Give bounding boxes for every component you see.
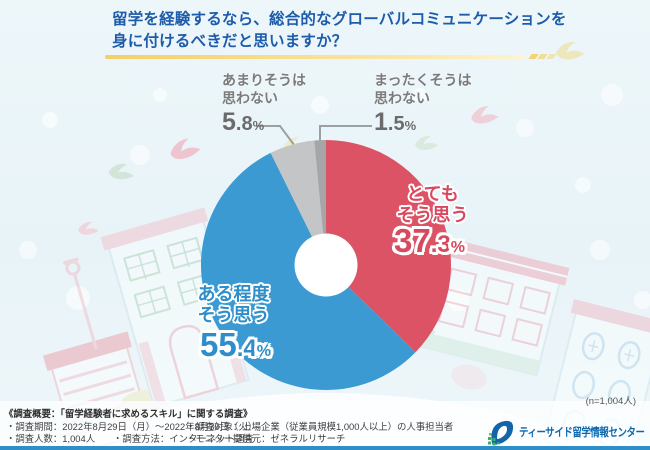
callout-very-label: とても そう思う — [396, 184, 469, 226]
title-line-2: 身に付けるべきだと思いますか？ — [112, 32, 348, 50]
brand-logo-text: ティーサイド留学情報センター — [519, 427, 645, 439]
survey-method: ・調査方法：インターネット調査 — [113, 433, 254, 444]
bottom-accent-line — [0, 446, 650, 450]
survey-overview: 《調査概要：「留学経験者に求めるスキル」に関する調査》 — [4, 408, 253, 419]
survey-period: ・調査期間：2022年8月29日（月）～2022年8月30日（火） — [6, 421, 258, 432]
pie-slice-0 — [326, 140, 451, 353]
callout-somewhat-value: 55.4% — [200, 326, 271, 363]
pie-slice-2 — [270, 140, 326, 265]
survey-monitor: ・モニター提供元：ゼネラルリサーチ — [186, 433, 346, 444]
callout-not-really-value: 5.8% — [222, 108, 265, 136]
callout-somewhat-label: ある程度 そう思う — [197, 284, 270, 326]
callout-not-at-all-label: まったくそうは 思わない — [374, 72, 472, 106]
brand-logo-icon — [488, 420, 514, 446]
callout-very-value: 37.3% — [394, 222, 465, 259]
sample-size-label: (n=1,004人) — [585, 396, 636, 407]
survey-count: ・調査人数：1,004人 — [6, 433, 96, 444]
callout-not-really-label: あまりそうは 思わない — [222, 72, 306, 106]
title-underline — [105, 55, 525, 59]
callout-not-at-all-value: 1.5% — [374, 108, 417, 136]
survey-target: ・調査対象：上場企業（従業員規模1,000人以上）の人事担当者 — [186, 421, 454, 432]
footer-band — [0, 401, 650, 446]
title-line-1: 留学を経験するなら、総合的なグローバルコミュニケーションを — [112, 11, 567, 28]
page-title: 留学を経験するなら、総合的なグローバルコミュニケーションを 身に付けるべきだと思… — [112, 9, 567, 52]
donut-hole — [294, 233, 358, 297]
